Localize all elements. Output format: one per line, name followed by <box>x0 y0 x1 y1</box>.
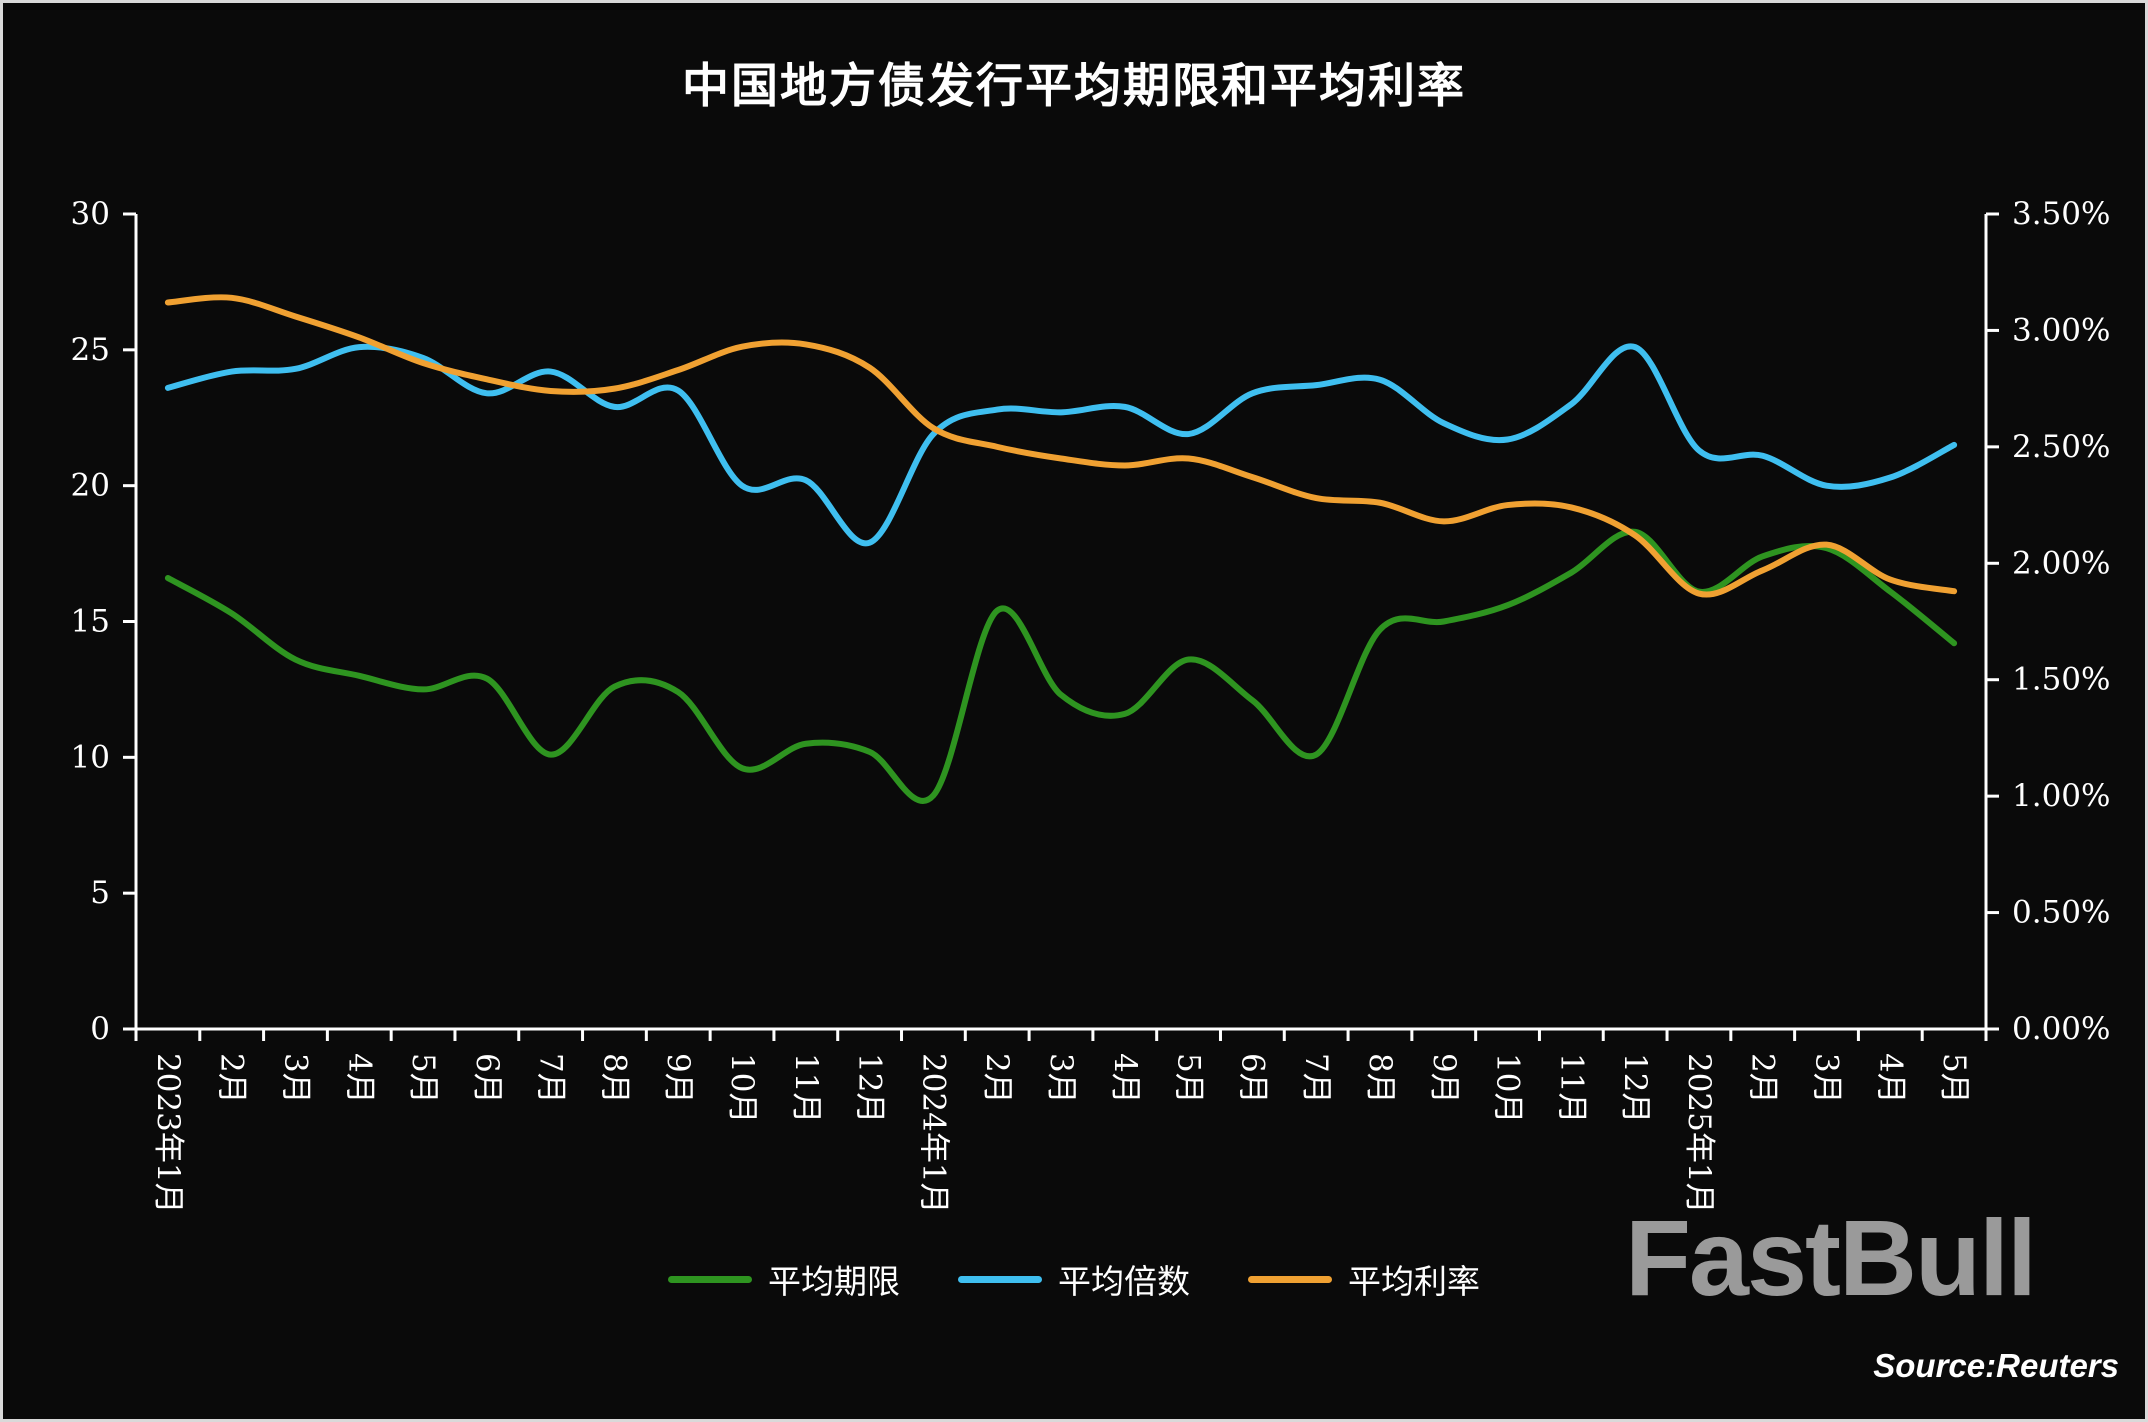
x-axis-tick-label: 6月 <box>469 1053 505 1104</box>
right-axis-tick-label: 3.00% <box>2012 312 2110 348</box>
x-axis-tick-label: 6月 <box>1234 1053 1270 1104</box>
x-axis-tick-label: 2月 <box>1745 1053 1781 1104</box>
x-axis-tick-label: 11月 <box>788 1053 824 1123</box>
x-axis-tick-label: 10月 <box>1490 1053 1526 1123</box>
right-axis-tick-label: 0.50% <box>2012 895 2110 931</box>
source-credit: Source:Reuters <box>1873 1347 2119 1384</box>
right-axis-tick-label: 1.00% <box>2012 778 2110 814</box>
x-axis-tick-label: 9月 <box>660 1053 696 1104</box>
legend-label-maturity: 平均期限 <box>768 1262 900 1301</box>
legend: 平均期限 平均倍数 平均利率 <box>668 1255 1480 1303</box>
x-axis-tick-label: 2月 <box>214 1053 250 1104</box>
legend-label-rate: 平均利率 <box>1348 1262 1480 1301</box>
left-axis-tick-label: 30 <box>71 196 110 232</box>
x-axis-tick-label: 10月 <box>724 1053 760 1123</box>
legend-swatch-rate <box>1248 1275 1332 1283</box>
x-axis-tick-label: 2023年1月 <box>150 1053 186 1214</box>
axes <box>123 212 1999 1041</box>
legend-swatch-maturity <box>668 1275 752 1283</box>
x-axis-tick-label: 11月 <box>1553 1053 1589 1123</box>
rate-series-line <box>164 294 1958 598</box>
x-axis-tick-label: 4月 <box>341 1053 377 1104</box>
right-axis-tick-label: 2.00% <box>2012 545 2110 581</box>
x-axis-tick-label: 3月 <box>1809 1053 1845 1104</box>
x-axis-tick-label: 5月 <box>405 1053 441 1104</box>
x-axis-tick-label: 12月 <box>1617 1053 1653 1123</box>
right-axis-labels: 0.00% 0.50% 1.00% 1.50% 2.00% 2.50% 3.00% 3.50% <box>2012 196 2110 1047</box>
x-axis-tick-label: 3月 <box>1043 1053 1079 1104</box>
left-axis-tick-label: 20 <box>71 468 110 504</box>
right-axis-tick-label: 3.50% <box>2012 196 2110 232</box>
x-axis-tick-label: 7月 <box>533 1053 569 1104</box>
chart-title: 中国地方债发行平均期限和平均利率 <box>682 59 1466 114</box>
x-axis-tick-label: 2月 <box>979 1053 1015 1104</box>
left-axis-tick-label: 5 <box>90 875 110 911</box>
x-axis-tick-label: 9月 <box>1426 1053 1462 1104</box>
x-axis-tick-label: 5月 <box>1171 1053 1207 1104</box>
legend-item-maturity: 平均期限 <box>668 1255 900 1303</box>
x-axis-tick-label: 12月 <box>852 1053 888 1123</box>
x-axis-tick-label: 8月 <box>596 1053 632 1104</box>
x-axis-tick-label: 8月 <box>1362 1053 1398 1104</box>
left-axis-tick-label: 15 <box>71 604 110 640</box>
right-axis-tick-label: 2.50% <box>2012 429 2110 465</box>
x-axis-tick-label: 7月 <box>1298 1053 1334 1104</box>
left-axis-tick-label: 25 <box>71 332 110 368</box>
legend-swatch-multiple <box>958 1275 1042 1283</box>
left-axis-tick-label: 0 <box>90 1011 110 1047</box>
x-axis-tick-label: 4月 <box>1107 1053 1143 1104</box>
right-axis-tick-label: 0.00% <box>2012 1011 2110 1047</box>
x-axis-tick-label: 2024年1月 <box>915 1053 951 1214</box>
multiple-series-line <box>164 343 1958 547</box>
line-chart-plot: 0 5 10 15 20 25 30 0.00% 0.50% 1.00% 1.50% 2.00% 2.5… <box>71 196 2111 1214</box>
fastbull-watermark: FastBull <box>1624 1197 2037 1318</box>
x-axis-tick-label: 4月 <box>1872 1053 1908 1104</box>
x-axis-tick-label: 3月 <box>277 1053 313 1104</box>
x-axis-tick-label: 2025年1月 <box>1681 1053 1717 1214</box>
legend-label-multiple: 平均倍数 <box>1058 1262 1190 1301</box>
left-axis-tick-label: 10 <box>71 739 110 775</box>
x-axis-labels: 2023年1月 2月 3月 4月 5月 6月 7月 8月 9月 10月 11月 12月 2024年1月 2… <box>150 1053 1972 1214</box>
right-axis-tick-label: 1.50% <box>2012 662 2110 698</box>
x-axis-tick-label: 5月 <box>1936 1053 1972 1104</box>
left-axis-labels: 0 5 10 15 20 25 30 <box>71 196 110 1047</box>
legend-item-multiple: 平均倍数 <box>958 1255 1190 1303</box>
maturity-series-line <box>164 528 1958 804</box>
legend-item-rate: 平均利率 <box>1248 1255 1480 1303</box>
